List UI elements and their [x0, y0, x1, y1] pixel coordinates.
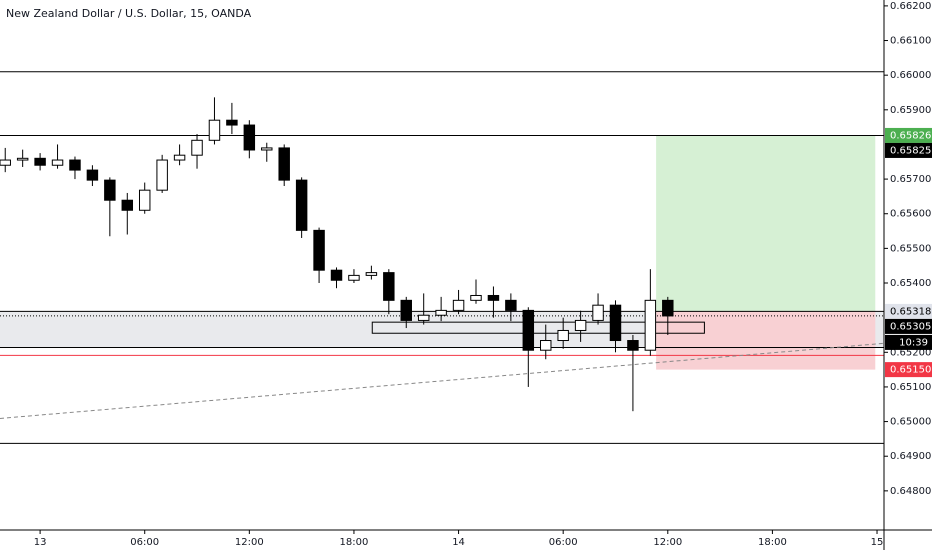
candle-body	[104, 179, 116, 201]
y-tick-label: 0.64900	[890, 451, 931, 462]
x-tick-label: 15	[871, 537, 884, 548]
candle-body	[644, 299, 657, 351]
price-badge-label: 0.65826	[890, 130, 931, 141]
candle-body	[69, 159, 81, 171]
price-badge	[885, 142, 932, 158]
price-badge-label: 0.65305	[890, 321, 931, 332]
y-tick-label: 0.65600	[890, 209, 931, 220]
candle-body	[173, 154, 186, 161]
candle-body	[470, 294, 482, 301]
trend-line	[0, 342, 885, 419]
x-tick-label: 12:00	[653, 537, 682, 548]
outline-box	[371, 321, 705, 334]
candle-body	[400, 299, 412, 321]
candle-body	[261, 147, 273, 151]
candle-body	[348, 274, 360, 281]
y-tick-label: 0.65400	[890, 278, 931, 289]
position-box	[656, 135, 876, 312]
candle-body	[383, 272, 395, 301]
candle-body	[278, 147, 290, 181]
x-tick-label: 06:00	[549, 537, 578, 548]
candle-body	[540, 340, 552, 351]
x-tick-label: 13	[34, 537, 47, 548]
candle-body	[243, 124, 256, 151]
candle-body	[51, 159, 64, 166]
price-badge	[885, 127, 932, 143]
candle-body	[313, 229, 325, 271]
y-tick-label: 0.65500	[890, 243, 931, 254]
price-badge-label: 0.65825	[890, 145, 931, 156]
candle-body	[452, 299, 465, 311]
x-tick-label: 06:00	[130, 537, 159, 548]
price-badge	[885, 303, 932, 319]
candle-body	[627, 340, 639, 351]
candle-body	[86, 169, 99, 181]
candle-body	[592, 304, 604, 321]
candle-body	[226, 119, 238, 126]
price-badge-label: 10:39	[899, 337, 928, 348]
candle-body	[16, 157, 29, 161]
candle-body	[295, 179, 308, 231]
candle-body	[121, 199, 134, 211]
y-tick-label: 0.66200	[890, 1, 931, 12]
y-tick-label: 0.66000	[890, 70, 931, 81]
x-tick-label: 18:00	[758, 537, 787, 548]
candle-body	[435, 309, 447, 316]
candle-body	[365, 272, 378, 276]
price-badge-label: 0.65318	[890, 306, 931, 317]
y-tick-label: 0.66100	[890, 36, 931, 47]
candle-body	[662, 299, 674, 317]
y-tick-label: 0.65100	[890, 382, 931, 393]
candle-body	[487, 294, 500, 301]
y-tick-label: 0.65900	[890, 105, 931, 116]
price-badge	[885, 362, 932, 378]
candle-body	[417, 314, 430, 321]
candle-body	[557, 329, 569, 342]
x-tick-label: 18:00	[340, 537, 369, 548]
y-tick-label: 0.65000	[890, 417, 931, 428]
price-badge-label: 0.65150	[890, 365, 931, 376]
candle-body	[191, 139, 203, 156]
y-tick-label: 0.65200	[890, 347, 931, 358]
candle-body	[0, 159, 11, 166]
candle-body	[330, 269, 343, 281]
candle-body	[609, 304, 622, 342]
x-tick-label: 12:00	[235, 537, 264, 548]
y-tick-label: 0.64800	[890, 486, 931, 497]
price-badge	[885, 334, 932, 350]
position-box	[656, 311, 876, 370]
candle-body	[138, 189, 151, 211]
y-tick-label: 0.65700	[890, 174, 931, 185]
candle-body	[34, 157, 46, 166]
candle-body	[505, 299, 517, 311]
price-badge	[885, 318, 932, 334]
axis-bg	[884, 0, 932, 550]
candle-body	[156, 159, 168, 191]
x-tick-label: 14	[452, 537, 465, 548]
axis-bg	[0, 530, 932, 550]
chart-title: New Zealand Dollar / U.S. Dollar, 15, OA…	[6, 7, 252, 20]
candle-body	[522, 309, 535, 351]
candle-body	[574, 319, 587, 331]
candle-body	[208, 119, 221, 141]
